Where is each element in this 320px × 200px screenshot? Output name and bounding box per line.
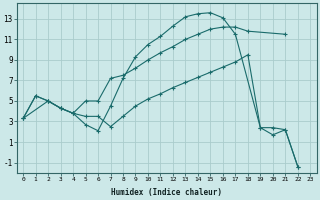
X-axis label: Humidex (Indice chaleur): Humidex (Indice chaleur)	[111, 188, 222, 197]
